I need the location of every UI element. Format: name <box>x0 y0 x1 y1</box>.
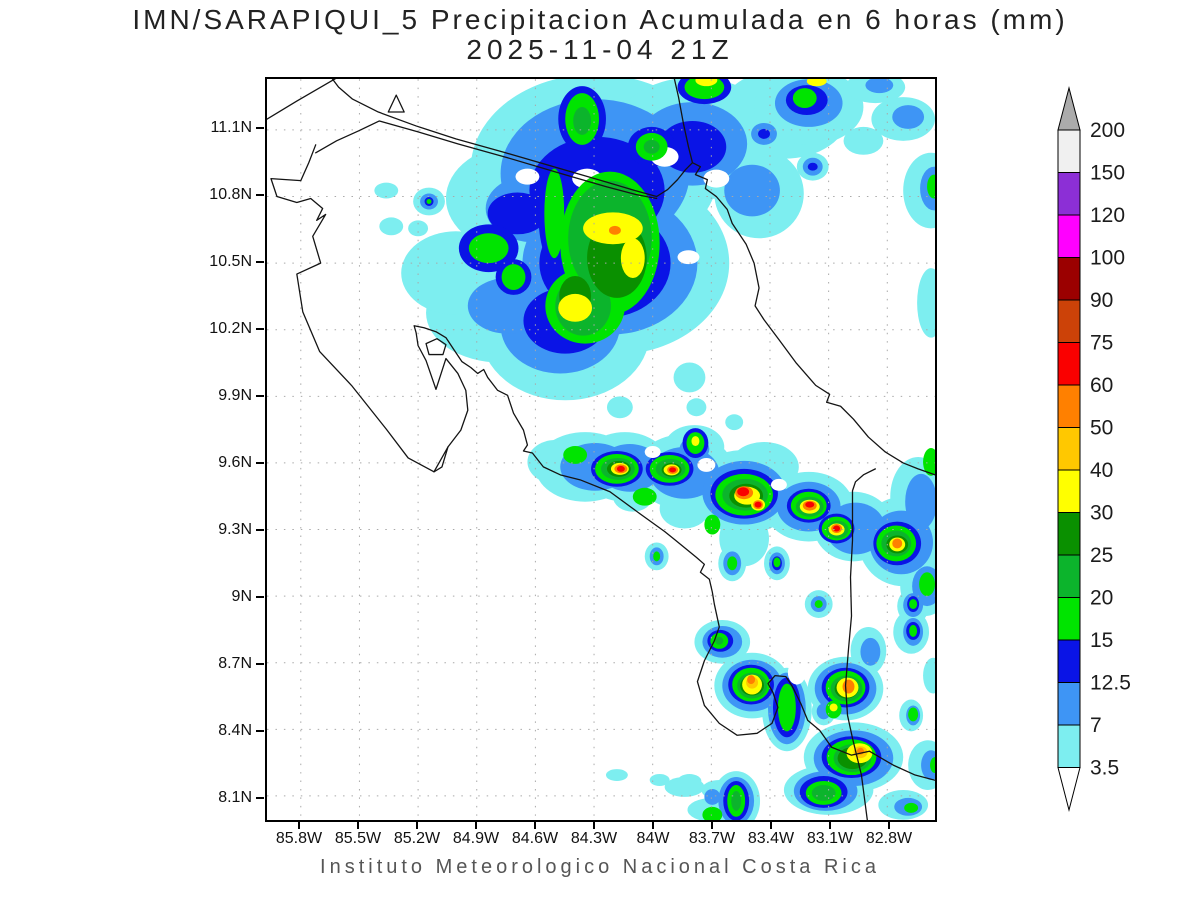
lat-tick-label: 8.7N <box>218 655 252 672</box>
lat-tick-label: 8.4N <box>218 722 252 739</box>
lon-tick-mark <box>711 822 713 829</box>
lat-tick-mark <box>256 395 264 397</box>
colorbar-label: 15 <box>1090 629 1113 652</box>
colorbar-segment <box>1057 172 1081 216</box>
colorbar-over-arrow <box>1057 86 1081 131</box>
lat-tick-label: 10.2N <box>209 320 252 337</box>
colorbar-label: 3.5 <box>1090 757 1119 780</box>
colorbar-label: 200 <box>1090 119 1125 142</box>
lon-tick-label: 85.8W <box>275 830 323 847</box>
colorbar-segment <box>1057 299 1081 343</box>
lon-tick-mark <box>416 822 418 829</box>
lon-tick-mark <box>534 822 536 829</box>
lat-tick-mark <box>256 462 264 464</box>
coastline <box>267 79 935 820</box>
lon-tick-label: 84W <box>636 830 670 847</box>
lon-tick-label: 84.6W <box>511 830 559 847</box>
colorbar-segment <box>1057 554 1081 598</box>
page-title: IMN/SARAPIQUI_5 Precipitacion Acumulada … <box>132 4 1068 35</box>
colorbar-label: 20 <box>1090 587 1113 610</box>
lon-tick-mark <box>770 822 772 829</box>
lat-tick-label: 11.1N <box>210 119 252 136</box>
colorbar-segment <box>1057 384 1081 428</box>
colorbar-segment <box>1057 724 1081 768</box>
lon-tick-mark <box>652 822 654 829</box>
lat-tick-label: 9N <box>231 588 252 605</box>
lat-tick-label: 9.9N <box>218 387 252 404</box>
lat-tick-mark <box>256 596 264 598</box>
lat-tick-mark <box>256 730 264 732</box>
lon-tick-mark <box>357 822 359 829</box>
colorbar-label: 150 <box>1090 162 1125 185</box>
precip-map <box>265 77 937 822</box>
lon-tick-label: 82.8W <box>865 830 913 847</box>
lat-tick-label: 10.5N <box>209 253 252 270</box>
colorbar-segment <box>1057 682 1081 726</box>
lat-tick-label: 9.3N <box>218 521 252 538</box>
lon-tick-mark <box>475 822 477 829</box>
lon-tick-label: 83.1W <box>806 830 854 847</box>
lat-tick-mark <box>256 328 264 330</box>
colorbar-segment <box>1057 342 1081 386</box>
colorbar-label: 40 <box>1090 459 1113 482</box>
lat-tick-mark <box>256 261 264 263</box>
colorbar-label: 75 <box>1090 332 1113 355</box>
footer-caption: Instituto Meteorologico Nacional Costa R… <box>320 856 880 878</box>
colorbar-label: 12.5 <box>1090 672 1131 695</box>
page-subtitle-datetime: 2025-11-04 21Z <box>466 34 734 65</box>
colorbar-label: 50 <box>1090 417 1113 440</box>
lon-tick-mark <box>888 822 890 829</box>
colorbar-label: 7 <box>1090 714 1102 737</box>
lat-tick-mark <box>256 663 264 665</box>
colorbar-segment <box>1057 639 1081 683</box>
colorbar-segment <box>1057 512 1081 556</box>
colorbar-label: 60 <box>1090 374 1113 397</box>
colorbar: 200 150 120 100 90 75 60 50 40 30 25 20 15 12.5 7 3.5 <box>1057 86 1131 812</box>
lat-tick-mark <box>256 797 264 799</box>
colorbar-label: 90 <box>1090 289 1113 312</box>
lon-tick-label: 85.2W <box>393 830 441 847</box>
colorbar-label: 100 <box>1090 247 1125 270</box>
colorbar-under-arrow <box>1057 767 1081 812</box>
colorbar-label: 120 <box>1090 204 1125 227</box>
lat-tick-label: 9.6N <box>218 454 252 471</box>
lon-tick-label: 83.4W <box>747 830 795 847</box>
lat-tick-mark <box>256 529 264 531</box>
lon-tick-mark <box>829 822 831 829</box>
lon-tick-label: 84.3W <box>570 830 618 847</box>
precipitation-shading <box>374 79 935 820</box>
lat-tick-mark <box>256 127 264 129</box>
lat-tick-label: 8.1N <box>218 789 252 806</box>
colorbar-segment <box>1057 129 1081 173</box>
colorbar-label: 25 <box>1090 544 1113 567</box>
colorbar-segment <box>1057 469 1081 513</box>
lon-tick-mark <box>593 822 595 829</box>
lon-tick-label: 83.7W <box>688 830 736 847</box>
colorbar-segment <box>1057 214 1081 258</box>
colorbar-label: 30 <box>1090 502 1113 525</box>
lon-tick-label: 85.5W <box>334 830 382 847</box>
lat-tick-mark <box>256 194 264 196</box>
colorbar-segment <box>1057 427 1081 471</box>
lon-tick-mark <box>298 822 300 829</box>
colorbar-segment <box>1057 597 1081 641</box>
lon-tick-label: 84.9W <box>452 830 500 847</box>
colorbar-segment <box>1057 257 1081 301</box>
lat-tick-label: 10.8N <box>209 186 252 203</box>
